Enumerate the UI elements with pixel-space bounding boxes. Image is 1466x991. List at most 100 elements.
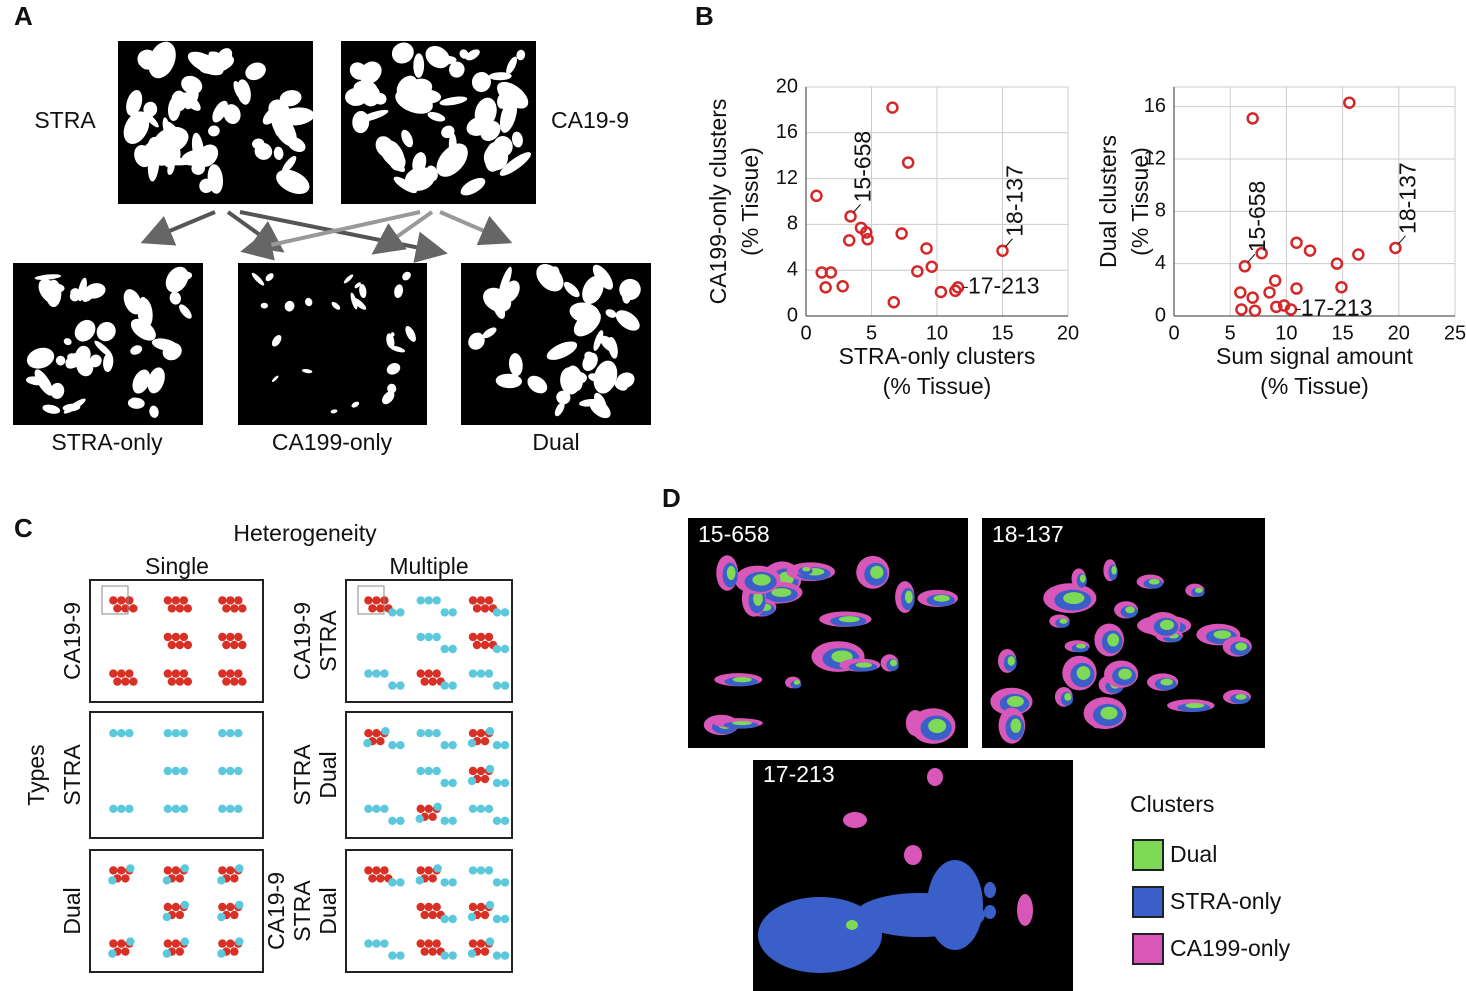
cell-dot (171, 804, 181, 813)
cell-dot (171, 939, 181, 948)
mask-blob (233, 81, 244, 100)
cell-dot (218, 669, 227, 678)
x-tick-label: 0 (800, 322, 811, 344)
cluster-blob (1059, 618, 1068, 624)
mask-blob (179, 304, 192, 319)
cell-dot (109, 669, 118, 678)
cell-dot (222, 604, 231, 613)
cell-dot (179, 729, 189, 738)
point (861, 233, 874, 246)
cell-dot (440, 878, 449, 887)
cluster-blob (904, 845, 922, 865)
mask-blob (508, 353, 523, 377)
panel-letter: A (14, 1, 33, 31)
mask-blob (605, 309, 617, 318)
cell-dot (468, 939, 478, 948)
point (996, 244, 1009, 257)
image-label: STRA-only (51, 429, 163, 455)
cluster-blob (732, 677, 752, 683)
mask-blob (275, 127, 286, 137)
cell-dot (476, 596, 486, 605)
cell-dot (364, 804, 373, 813)
point (1255, 246, 1268, 260)
mask-blob (405, 326, 416, 342)
cell-dot (372, 804, 381, 813)
cell-dot (372, 866, 381, 875)
cluster-blob (1118, 668, 1132, 680)
cell-dot (472, 640, 482, 650)
y-axis-label: (% Tissue) (737, 147, 763, 256)
row-label: Dual (315, 751, 341, 798)
mask-blob (94, 340, 113, 358)
mask-blob (55, 355, 66, 366)
cell-dot (448, 608, 457, 617)
cell-dot (428, 874, 437, 883)
cluster-blob (1007, 696, 1024, 708)
cell-dot (230, 640, 239, 650)
cell-dot (492, 914, 502, 924)
cell-dot (171, 669, 181, 678)
mask-blob (352, 297, 367, 310)
cell-dot (484, 866, 494, 875)
cell-dot (117, 939, 126, 948)
cluster-blob (758, 897, 882, 973)
cell-dot (109, 729, 118, 738)
legend-swatch (1132, 886, 1164, 918)
cell-dot (180, 937, 190, 946)
cell-dot (468, 902, 478, 912)
mask-blob (273, 146, 284, 161)
point (1343, 96, 1356, 109)
mask-blob (482, 327, 497, 339)
cluster-blob (1064, 692, 1072, 701)
mask-blob (345, 87, 368, 106)
mask-blob (126, 89, 143, 117)
cell-dot (476, 902, 486, 912)
point (824, 266, 838, 279)
mask-blob (412, 152, 427, 174)
mask-blob (607, 336, 618, 359)
y-axis-label: CA199-only clusters (705, 99, 731, 305)
legend-label: Dual (1170, 841, 1217, 867)
cell-dot (500, 778, 510, 788)
cell-dot (125, 669, 134, 678)
cell-dot (167, 604, 177, 613)
cell-dot (218, 766, 227, 776)
cell-dot (396, 816, 405, 825)
point (1330, 257, 1344, 270)
cell-dot (121, 947, 130, 956)
cell-dot (163, 669, 173, 678)
mask-blob (183, 86, 199, 110)
mask-blob (616, 372, 635, 389)
cell-dot (372, 729, 381, 738)
cell-dot (396, 741, 405, 750)
mask-blob (582, 275, 604, 304)
cell-dot (428, 910, 437, 920)
cell-dot (226, 632, 235, 642)
cell-dot (467, 912, 477, 922)
cell-dot (424, 766, 433, 776)
mask-blob (281, 155, 297, 174)
legend-swatch (1132, 839, 1164, 871)
y-tick-label: 20 (776, 75, 798, 97)
mask-blob (287, 137, 306, 153)
cell-dot (492, 741, 502, 750)
x-tick-label: 15 (1331, 322, 1353, 344)
cell-dot (484, 596, 494, 605)
cell-dot (117, 866, 126, 875)
cell-dot (492, 816, 502, 825)
mask-blob (42, 404, 61, 414)
cell-dot (480, 910, 490, 920)
panel-letter: B (695, 1, 714, 31)
cell-dot (428, 812, 437, 821)
mask-blob (401, 129, 414, 148)
cluster-blob (1160, 678, 1173, 686)
mask-blob (354, 282, 361, 289)
cell-dot (126, 937, 135, 946)
cell-dot (448, 681, 457, 690)
mask-blob (34, 274, 62, 280)
cell-dot (500, 914, 510, 924)
cell-dot (372, 596, 381, 605)
cell-dot (432, 766, 441, 776)
cell-dot (230, 604, 239, 613)
cell-dot (500, 951, 510, 960)
